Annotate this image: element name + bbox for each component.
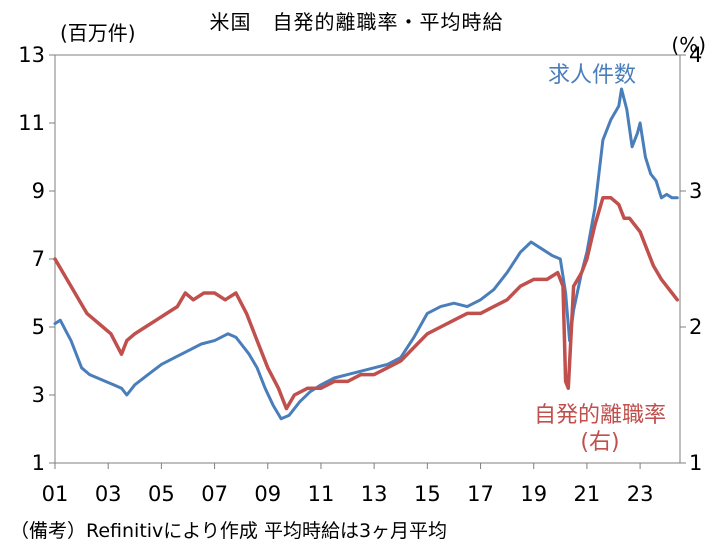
x-tick-label: 07 [201,482,228,506]
series-openings-line [53,87,679,421]
x-tick-label: 11 [308,482,335,506]
y-left-tick-label: 1 [32,451,45,475]
y-left-unit: (百万件) [60,21,136,45]
x-tick-label: 19 [520,482,547,506]
x-tick-label: 17 [467,482,494,506]
y-left-tick-label: 7 [32,247,45,271]
y-left-tick-label: 13 [18,43,45,67]
series-label-quits-sub: (右) [580,430,619,455]
y-right-tick-label: 1 [689,451,702,475]
source-note: （備考）Refinitivにより作成 平均時給は3ヶ月平均 [10,520,448,542]
x-tick-label: 13 [361,482,388,506]
series-label-quits: 自発的離職率 [534,403,666,428]
y-right-tick-label: 3 [689,179,702,203]
y-right-tick-label: 4 [689,43,702,67]
y-right-tick-label: 2 [689,315,702,339]
y-left-tick-label: 3 [32,383,45,407]
x-tick-label: 15 [414,482,441,506]
y-left-tick-label: 9 [32,179,45,203]
x-tick-label: 01 [42,482,69,506]
y-left-tick-label: 11 [18,111,45,135]
y-left-tick-label: 5 [32,315,45,339]
x-tick-label: 23 [627,482,654,506]
chart-title: 米国 自発的離職率・平均時給 [209,10,504,34]
y-right-unit: (%) [671,33,706,57]
x-tick-label: 21 [574,482,601,506]
series-quits-line [53,196,680,411]
x-tick-label: 03 [95,482,122,506]
series-label-openings: 求人件数 [548,63,636,88]
x-tick-label: 05 [148,482,175,506]
x-tick-label: 09 [254,482,281,506]
